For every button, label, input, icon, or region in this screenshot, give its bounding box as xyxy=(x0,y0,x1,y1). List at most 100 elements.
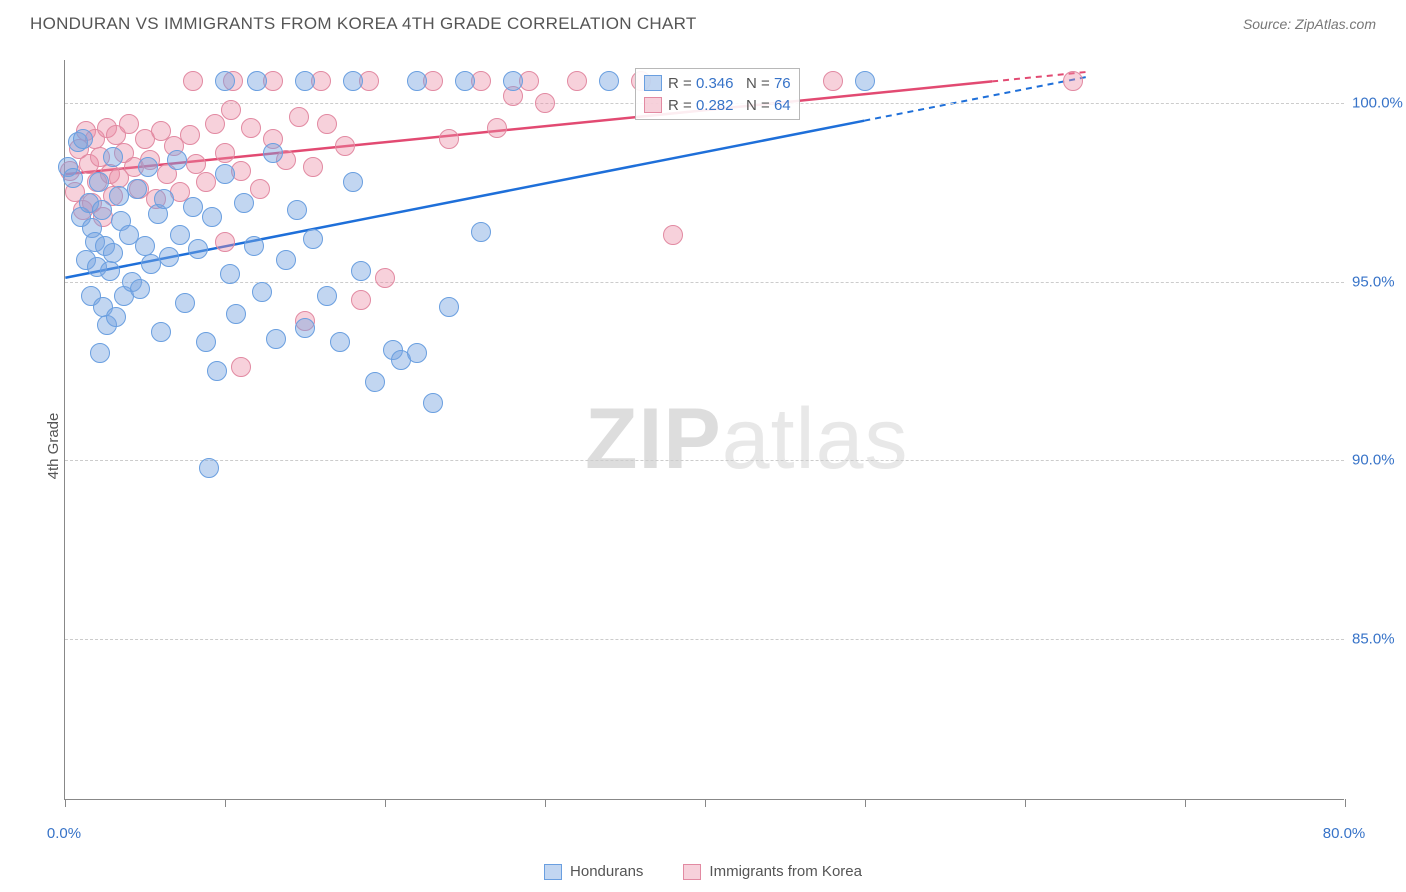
scatter-point xyxy=(241,118,261,138)
scatter-point xyxy=(234,193,254,213)
scatter-point xyxy=(263,143,283,163)
scatter-point xyxy=(180,125,200,145)
y-tick-label: 100.0% xyxy=(1352,94,1406,111)
stats-text: R = 0.346 N = 76 xyxy=(668,75,791,92)
scatter-point xyxy=(407,71,427,91)
scatter-point xyxy=(226,304,246,324)
scatter-point xyxy=(196,172,216,192)
scatter-point xyxy=(100,261,120,281)
scatter-point xyxy=(215,164,235,184)
scatter-point xyxy=(183,71,203,91)
scatter-point xyxy=(170,225,190,245)
scatter-point xyxy=(535,93,555,113)
x-tick xyxy=(385,799,386,807)
watermark: ZIPatlas xyxy=(585,390,908,489)
scatter-point xyxy=(127,179,147,199)
stats-text: R = 0.282 N = 64 xyxy=(668,97,791,114)
scatter-point xyxy=(205,114,225,134)
x-tick xyxy=(1345,799,1346,807)
chart-plot-area: ZIPatlas 85.0%90.0%95.0%100.0%R = 0.346 … xyxy=(64,60,1344,800)
scatter-point xyxy=(130,279,150,299)
scatter-point xyxy=(295,318,315,338)
scatter-point xyxy=(92,200,112,220)
legend-swatch xyxy=(644,75,662,91)
stats-legend-row: R = 0.282 N = 64 xyxy=(644,94,791,116)
gridline xyxy=(65,460,1344,461)
scatter-point xyxy=(343,172,363,192)
source-attribution: Source: ZipAtlas.com xyxy=(1243,16,1376,32)
scatter-point xyxy=(186,154,206,174)
scatter-point xyxy=(73,129,93,149)
scatter-point xyxy=(471,222,491,242)
scatter-point xyxy=(250,179,270,199)
y-axis-label: 4th Grade xyxy=(45,413,62,480)
legend-item: Immigrants from Korea xyxy=(683,863,862,880)
scatter-point xyxy=(487,118,507,138)
legend-item: Hondurans xyxy=(544,863,643,880)
source-name: ZipAtlas.com xyxy=(1295,16,1376,32)
chart-title: HONDURAN VS IMMIGRANTS FROM KOREA 4TH GR… xyxy=(30,14,697,34)
x-tick-label: 80.0% xyxy=(1323,825,1366,842)
scatter-point xyxy=(276,250,296,270)
scatter-point xyxy=(215,232,235,252)
scatter-point xyxy=(567,71,587,91)
scatter-point xyxy=(303,229,323,249)
trend-lines-svg xyxy=(65,60,1344,799)
scatter-point xyxy=(407,343,427,363)
x-tick xyxy=(225,799,226,807)
y-tick-label: 90.0% xyxy=(1352,452,1406,469)
scatter-point xyxy=(351,290,371,310)
scatter-point xyxy=(199,458,219,478)
watermark-bold: ZIP xyxy=(585,391,722,487)
x-tick xyxy=(1025,799,1026,807)
y-tick-label: 95.0% xyxy=(1352,273,1406,290)
bottom-legend: Hondurans Immigrants from Korea xyxy=(0,863,1406,880)
scatter-point xyxy=(289,107,309,127)
scatter-point xyxy=(330,332,350,352)
scatter-point xyxy=(455,71,475,91)
scatter-point xyxy=(106,307,126,327)
scatter-point xyxy=(343,71,363,91)
scatter-point xyxy=(215,71,235,91)
scatter-point xyxy=(103,243,123,263)
scatter-point xyxy=(287,200,307,220)
scatter-point xyxy=(89,172,109,192)
x-tick-label: 0.0% xyxy=(47,825,81,842)
scatter-point xyxy=(202,207,222,227)
scatter-point xyxy=(1063,71,1083,91)
x-tick xyxy=(865,799,866,807)
scatter-point xyxy=(220,264,240,284)
scatter-point xyxy=(231,357,251,377)
x-tick xyxy=(65,799,66,807)
scatter-point xyxy=(503,71,523,91)
scatter-point xyxy=(221,100,241,120)
scatter-point xyxy=(188,239,208,259)
scatter-point xyxy=(295,71,315,91)
x-tick xyxy=(705,799,706,807)
scatter-point xyxy=(183,197,203,217)
scatter-point xyxy=(63,168,83,188)
x-tick xyxy=(545,799,546,807)
scatter-point xyxy=(154,189,174,209)
scatter-point xyxy=(823,71,843,91)
scatter-point xyxy=(439,297,459,317)
scatter-point xyxy=(151,322,171,342)
scatter-point xyxy=(266,329,286,349)
legend-label: Immigrants from Korea xyxy=(709,863,862,880)
scatter-point xyxy=(215,143,235,163)
x-tick xyxy=(1185,799,1186,807)
source-prefix: Source: xyxy=(1243,16,1295,32)
scatter-point xyxy=(855,71,875,91)
scatter-point xyxy=(167,150,187,170)
legend-swatch xyxy=(544,864,562,880)
scatter-point xyxy=(375,268,395,288)
scatter-point xyxy=(439,129,459,149)
trend-line-extrapolation xyxy=(864,77,1088,121)
scatter-point xyxy=(247,71,267,91)
scatter-point xyxy=(138,157,158,177)
scatter-point xyxy=(335,136,355,156)
scatter-point xyxy=(599,71,619,91)
scatter-point xyxy=(663,225,683,245)
scatter-point xyxy=(119,114,139,134)
stats-legend: R = 0.346 N = 76 R = 0.282 N = 64 xyxy=(635,68,800,120)
